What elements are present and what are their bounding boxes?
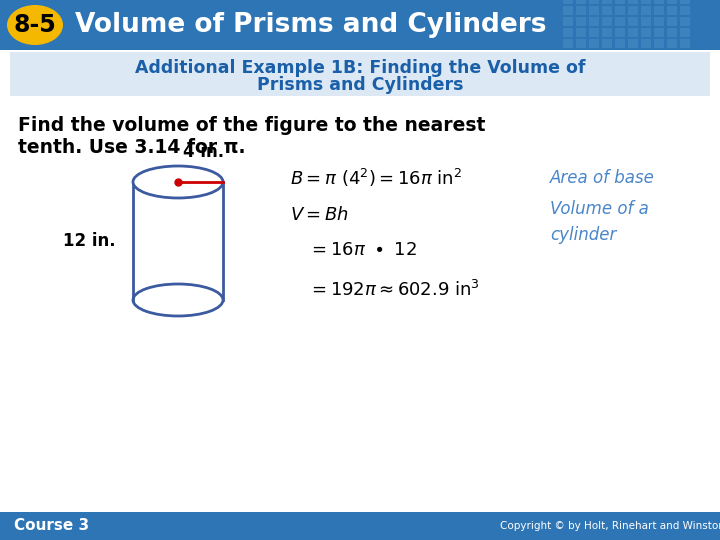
Text: 12 in.: 12 in. [63,232,116,250]
FancyBboxPatch shape [641,0,651,4]
Text: $= 192\pi \approx 602.9\ \mathrm{in}^3$: $= 192\pi \approx 602.9\ \mathrm{in}^3$ [308,280,480,300]
FancyBboxPatch shape [563,0,573,4]
Text: Copyright © by Holt, Rinehart and Winston. All Rights Reserved.: Copyright © by Holt, Rinehart and Winsto… [500,521,720,531]
FancyBboxPatch shape [667,17,677,26]
FancyBboxPatch shape [628,28,638,37]
FancyBboxPatch shape [563,28,573,37]
FancyBboxPatch shape [0,512,720,540]
FancyBboxPatch shape [641,39,651,48]
FancyBboxPatch shape [654,17,664,26]
FancyBboxPatch shape [641,6,651,15]
FancyBboxPatch shape [589,28,599,37]
FancyBboxPatch shape [602,39,612,48]
Text: $= 16\pi\ \bullet\ 12$: $= 16\pi\ \bullet\ 12$ [308,241,417,259]
Text: Additional Example 1B: Finding the Volume of: Additional Example 1B: Finding the Volum… [135,59,585,77]
Text: Find the volume of the figure to the nearest: Find the volume of the figure to the nea… [18,116,485,135]
FancyBboxPatch shape [680,39,690,48]
FancyBboxPatch shape [641,17,651,26]
FancyBboxPatch shape [602,0,612,4]
FancyBboxPatch shape [563,6,573,15]
FancyBboxPatch shape [589,6,599,15]
FancyBboxPatch shape [602,28,612,37]
FancyBboxPatch shape [654,28,664,37]
FancyBboxPatch shape [654,0,664,4]
FancyBboxPatch shape [576,39,586,48]
FancyBboxPatch shape [628,39,638,48]
Text: Volume of Prisms and Cylinders: Volume of Prisms and Cylinders [75,12,546,38]
FancyBboxPatch shape [615,0,625,4]
Text: Volume of a
cylinder: Volume of a cylinder [550,200,649,244]
FancyBboxPatch shape [628,0,638,4]
FancyBboxPatch shape [615,6,625,15]
FancyBboxPatch shape [615,39,625,48]
FancyBboxPatch shape [576,28,586,37]
FancyBboxPatch shape [589,17,599,26]
FancyBboxPatch shape [680,0,690,4]
FancyBboxPatch shape [589,0,599,4]
FancyBboxPatch shape [563,17,573,26]
FancyBboxPatch shape [615,17,625,26]
FancyBboxPatch shape [654,6,664,15]
FancyBboxPatch shape [576,17,586,26]
FancyBboxPatch shape [602,6,612,15]
FancyBboxPatch shape [602,17,612,26]
FancyBboxPatch shape [576,6,586,15]
Text: $B = \pi\ (4^2) = 16\pi\ \mathrm{in}^2$: $B = \pi\ (4^2) = 16\pi\ \mathrm{in}^2$ [290,167,462,189]
FancyBboxPatch shape [589,39,599,48]
FancyBboxPatch shape [628,17,638,26]
FancyBboxPatch shape [615,28,625,37]
Text: Area of base: Area of base [550,169,655,187]
Text: $V = Bh$: $V = Bh$ [290,206,349,224]
Polygon shape [133,182,223,300]
FancyBboxPatch shape [628,6,638,15]
Ellipse shape [133,166,223,198]
FancyBboxPatch shape [667,6,677,15]
Ellipse shape [7,5,63,45]
FancyBboxPatch shape [641,28,651,37]
FancyBboxPatch shape [680,28,690,37]
FancyBboxPatch shape [667,28,677,37]
FancyBboxPatch shape [667,39,677,48]
FancyBboxPatch shape [563,39,573,48]
FancyBboxPatch shape [576,0,586,4]
Polygon shape [0,0,720,50]
FancyBboxPatch shape [10,52,710,96]
Text: tenth. Use 3.14 for π.: tenth. Use 3.14 for π. [18,138,246,157]
FancyBboxPatch shape [667,0,677,4]
Ellipse shape [133,284,223,316]
Text: Prisms and Cylinders: Prisms and Cylinders [257,76,463,93]
FancyBboxPatch shape [680,6,690,15]
Text: Course 3: Course 3 [14,518,89,534]
FancyBboxPatch shape [680,17,690,26]
FancyBboxPatch shape [654,39,664,48]
Text: 4 in.: 4 in. [183,143,224,161]
Text: 8-5: 8-5 [14,13,56,37]
